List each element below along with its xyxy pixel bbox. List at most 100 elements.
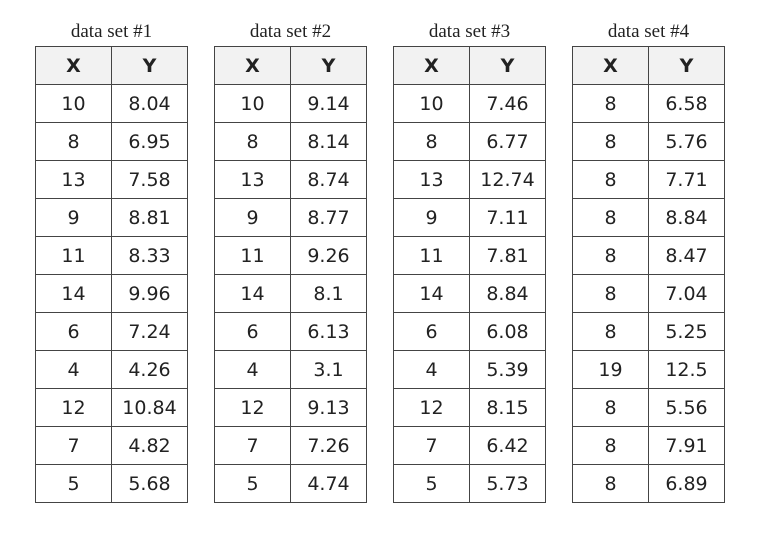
table-cell: 7.11 [469, 198, 546, 237]
table-cell: 8.84 [648, 198, 725, 237]
table-cell: 13 [35, 160, 112, 199]
header-cell: Y [469, 46, 546, 85]
data-table: X Y 10 8.04 8 6.95 13 7.58 9 8.81 11 8.33 14 9.96 6 7.2… [35, 46, 188, 503]
table-cell: 7 [393, 426, 470, 465]
table-row: 11 7.81 [393, 236, 546, 275]
table-cell: 6.42 [469, 426, 546, 465]
table-row: 19 12.5 [572, 350, 725, 389]
table-row: 8 6.95 [35, 122, 188, 161]
table-cell: 8 [35, 122, 112, 161]
table-cell: 5.25 [648, 312, 725, 351]
data-table: X Y 10 9.14 8 8.14 13 8.74 9 8.77 11 9.26 14 8.1 6 6.13… [214, 46, 367, 503]
table-cell: 5.39 [469, 350, 546, 389]
table-row: 9 8.77 [214, 198, 367, 237]
header-cell: X [35, 46, 112, 85]
data-set: data set #2 X Y 10 9.14 8 8.14 13 8.74 9 8.77 11 9.2… [214, 18, 367, 503]
table-cell: 10 [393, 84, 470, 123]
table-row: 12 9.13 [214, 388, 367, 427]
table-cell: 3.1 [290, 350, 367, 389]
table-row: 12 10.84 [35, 388, 188, 427]
table-cell: 4.74 [290, 464, 367, 503]
table-row: 10 8.04 [35, 84, 188, 123]
table-row: 8 7.91 [572, 426, 725, 465]
table-cell: 5.68 [111, 464, 188, 503]
table-cell: 11 [214, 236, 291, 275]
table-cell: 14 [393, 274, 470, 313]
table-cell: 8.84 [469, 274, 546, 313]
table-cell: 9 [214, 198, 291, 237]
table-cell: 11 [393, 236, 470, 275]
table-cell: 14 [214, 274, 291, 313]
table-row: 8 7.71 [572, 160, 725, 199]
table-row: 7 7.26 [214, 426, 367, 465]
table-cell: 8.14 [290, 122, 367, 161]
table-row: 12 8.15 [393, 388, 546, 427]
data-set: data set #4 X Y 8 6.58 8 5.76 8 7.71 8 8.84 8 8.47 8 7… [572, 18, 725, 503]
table-cell: 5.56 [648, 388, 725, 427]
data-table: X Y 10 7.46 8 6.77 13 12.74 9 7.11 11 7.81 14 8.84 6 6.… [393, 46, 546, 503]
table-cell: 8 [572, 236, 649, 275]
table-title: data set #4 [607, 21, 690, 42]
table-cell: 7.26 [290, 426, 367, 465]
table-cell: 13 [393, 160, 470, 199]
table-row: 6 6.08 [393, 312, 546, 351]
table-cell: 7.71 [648, 160, 725, 199]
table-row: 10 7.46 [393, 84, 546, 123]
table-cell: 4.82 [111, 426, 188, 465]
table-cell: 10.84 [111, 388, 188, 427]
table-row: 14 9.96 [35, 274, 188, 313]
table-cell: 8.74 [290, 160, 367, 199]
table-cell: 7.91 [648, 426, 725, 465]
table-cell: 8 [572, 388, 649, 427]
table-cell: 7 [214, 426, 291, 465]
table-cell: 4 [35, 350, 112, 389]
table-cell: 9.26 [290, 236, 367, 275]
table-cell: 5 [393, 464, 470, 503]
table-row: 5 5.73 [393, 464, 546, 503]
table-cell: 6 [35, 312, 112, 351]
table-cell: 8.33 [111, 236, 188, 275]
table-row: 8 6.77 [393, 122, 546, 161]
table-row: 14 8.1 [214, 274, 367, 313]
table-cell: 8.04 [111, 84, 188, 123]
table-cell: 14 [35, 274, 112, 313]
table-cell: 5.73 [469, 464, 546, 503]
table-cell: 8 [572, 122, 649, 161]
table-cell: 9 [35, 198, 112, 237]
header-cell: X [572, 46, 649, 85]
table-cell: 8 [572, 312, 649, 351]
table-row: 4 4.26 [35, 350, 188, 389]
table-cell: 9.96 [111, 274, 188, 313]
table-cell: 19 [572, 350, 649, 389]
table-cell: 6.77 [469, 122, 546, 161]
table-row: 8 5.25 [572, 312, 725, 351]
table-title: data set #3 [428, 21, 511, 42]
table-cell: 8 [572, 160, 649, 199]
table-row: 9 7.11 [393, 198, 546, 237]
table-cell: 5 [214, 464, 291, 503]
table-row: 10 9.14 [214, 84, 367, 123]
table-cell: 12.5 [648, 350, 725, 389]
table-row: 14 8.84 [393, 274, 546, 313]
table-cell: 10 [35, 84, 112, 123]
table-cell: 4 [393, 350, 470, 389]
table-cell: 8 [572, 426, 649, 465]
table-cell: 12 [393, 388, 470, 427]
table-cell: 12 [214, 388, 291, 427]
table-row: 4 3.1 [214, 350, 367, 389]
table-cell: 7.58 [111, 160, 188, 199]
table-cell: 5.76 [648, 122, 725, 161]
table-row: 13 12.74 [393, 160, 546, 199]
table-row: 13 7.58 [35, 160, 188, 199]
table-row: 5 4.74 [214, 464, 367, 503]
table-cell: 8 [572, 84, 649, 123]
header-cell: Y [648, 46, 725, 85]
table-row: 8 8.14 [214, 122, 367, 161]
table-cell: 6 [393, 312, 470, 351]
table-row: 6 6.13 [214, 312, 367, 351]
table-cell: 8 [572, 274, 649, 313]
table-cell: 6 [214, 312, 291, 351]
table-cell: 5 [35, 464, 112, 503]
table-cell: 12 [35, 388, 112, 427]
table-cell: 7.46 [469, 84, 546, 123]
